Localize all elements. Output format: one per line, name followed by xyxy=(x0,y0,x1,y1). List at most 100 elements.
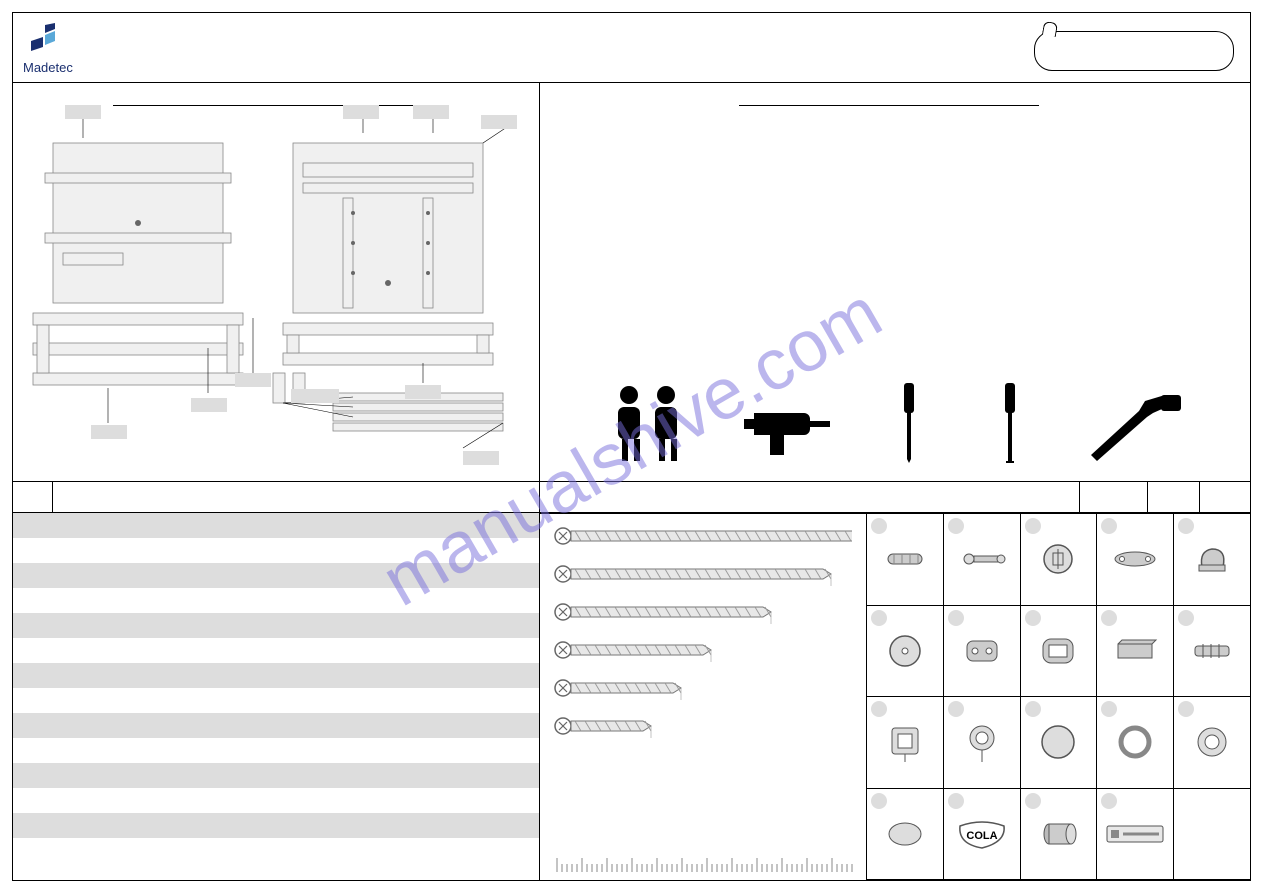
right-title-underline xyxy=(739,105,1039,106)
table-row xyxy=(13,638,539,663)
screw-row xyxy=(553,638,852,662)
qty-badge xyxy=(1178,518,1194,534)
hardware-cell-led-round xyxy=(943,697,1020,789)
brand-name: Madetec xyxy=(23,60,73,75)
parts-table-body xyxy=(13,513,539,880)
qty-badge xyxy=(948,701,964,717)
table-row xyxy=(13,588,539,613)
qty-badge xyxy=(871,701,887,717)
screw-icon xyxy=(553,638,713,662)
part-label xyxy=(291,389,339,403)
qty-badge xyxy=(1101,610,1117,626)
hardware-cell-led-square xyxy=(866,697,943,789)
hardware-panel: COLA xyxy=(539,513,1250,880)
qty-badge xyxy=(1101,518,1117,534)
qty-badge xyxy=(871,518,887,534)
tools-panel xyxy=(539,83,1250,481)
qty-badge xyxy=(871,610,887,626)
two-people-icon xyxy=(604,383,694,463)
hardware-cell-cap-big xyxy=(1020,697,1097,789)
screw-row xyxy=(553,562,852,586)
screws-list xyxy=(539,514,866,880)
drill-icon xyxy=(744,393,834,463)
qty-badge xyxy=(1178,701,1194,717)
qty-badge xyxy=(948,793,964,809)
th-dim2 xyxy=(1148,482,1200,512)
part-label xyxy=(481,115,517,129)
hardware-cell-bracket-flat xyxy=(1096,514,1173,606)
table-row xyxy=(13,688,539,713)
part-label xyxy=(191,398,227,412)
qty-badge xyxy=(948,518,964,534)
part-label xyxy=(65,105,101,119)
screw-icon xyxy=(553,562,833,586)
table-row xyxy=(13,563,539,588)
hardware-cell-fitting-b xyxy=(1020,606,1097,698)
table-row xyxy=(13,663,539,688)
th-code xyxy=(13,482,53,512)
furniture-diagram xyxy=(23,93,533,473)
hardware-cell-dowel xyxy=(866,514,943,606)
screw-icon xyxy=(553,524,852,548)
brand-logo: Madetec xyxy=(23,23,73,75)
hardware-cell-cola: COLA xyxy=(943,789,1020,881)
table-row xyxy=(13,738,539,763)
hardware-cell-cam-lock xyxy=(1020,514,1097,606)
table-row xyxy=(13,713,539,738)
parts-table-header xyxy=(13,481,1250,513)
screw-row xyxy=(553,714,852,738)
qty-badge xyxy=(1025,793,1041,809)
header: Madetec xyxy=(13,13,1250,83)
screwdriver-flat-icon xyxy=(985,383,1035,463)
hardware-cell-anchor xyxy=(1173,606,1250,698)
table-row xyxy=(13,538,539,563)
table-row xyxy=(13,813,539,838)
qty-badge xyxy=(948,610,964,626)
model-tab xyxy=(1042,21,1058,37)
table-row xyxy=(13,838,539,863)
part-label xyxy=(343,105,379,119)
table-row xyxy=(13,613,539,638)
model-box xyxy=(1034,31,1234,71)
hardware-cell-disc xyxy=(866,606,943,698)
ruler-icon xyxy=(553,854,866,872)
qty-badge xyxy=(1025,701,1041,717)
screw-icon xyxy=(553,714,653,738)
screw-row xyxy=(553,524,852,548)
hardware-cell-ellipse xyxy=(866,789,943,881)
part-label xyxy=(91,425,127,439)
qty-badge xyxy=(1101,701,1117,717)
hardware-cell-fitting-a xyxy=(943,606,1020,698)
hardware-cell-channel xyxy=(1096,606,1173,698)
hardware-grid: COLA xyxy=(866,514,1250,880)
part-label xyxy=(463,451,499,465)
ruler xyxy=(553,854,866,872)
hardware-cell-cam-bolt xyxy=(943,514,1020,606)
screw-row xyxy=(553,676,852,700)
svg-text:COLA: COLA xyxy=(966,830,997,842)
th-dim1 xyxy=(1080,482,1148,512)
hardware-cell-clip xyxy=(1173,514,1250,606)
part-label xyxy=(235,373,271,387)
exploded-view-icon xyxy=(23,93,533,473)
logo-icon xyxy=(23,23,59,53)
screw-row xyxy=(553,600,852,624)
th-desc xyxy=(53,482,1080,512)
hardware-cell-empty xyxy=(1173,789,1250,881)
tools-row xyxy=(539,383,1250,463)
qty-badge xyxy=(1025,518,1041,534)
hardware-cell-ring xyxy=(1096,697,1173,789)
hammer-icon xyxy=(1085,393,1185,463)
th-qty xyxy=(1200,482,1250,512)
table-row xyxy=(13,513,539,538)
hardware-cell-grommet xyxy=(1173,697,1250,789)
table-row xyxy=(13,763,539,788)
table-row xyxy=(13,788,539,813)
hardware-cell-brand-plate xyxy=(1096,789,1173,881)
screw-icon xyxy=(553,600,773,624)
screwdriver-phillips-icon xyxy=(884,383,934,463)
part-label xyxy=(405,385,441,399)
content-area: COLA xyxy=(13,83,1250,880)
page-border: Madetec xyxy=(12,12,1251,881)
part-label xyxy=(413,105,449,119)
